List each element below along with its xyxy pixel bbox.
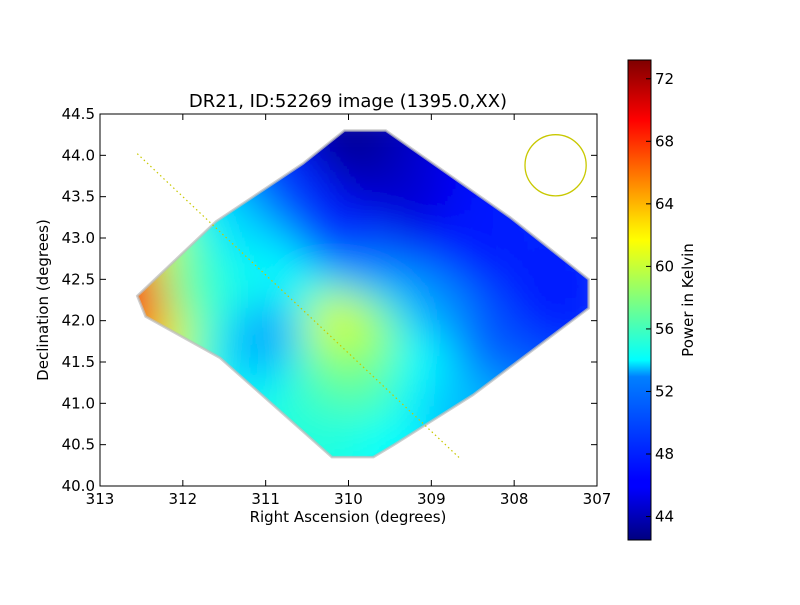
colorbar-tick-label: 72: [655, 70, 674, 88]
x-tick-label: 309: [417, 490, 446, 508]
x-tick-label: 312: [169, 490, 198, 508]
colorbar-tick-label: 44: [655, 508, 674, 526]
colorbar-ticks: 44 48 52 56 60 64 68 72: [646, 70, 674, 526]
colorbar-tick-label: 64: [655, 195, 674, 213]
y-tick-label: 40.0: [62, 477, 95, 495]
y-tick-label: 44.5: [62, 105, 95, 123]
x-axis-ticks: 313 312 311 310 309 308 307: [86, 114, 612, 508]
x-tick-label: 310: [334, 490, 363, 508]
y-tick-label: 41.5: [62, 353, 95, 371]
y-tick-label: 41.0: [62, 394, 95, 412]
colorbar-frame: [627, 59, 652, 541]
heatmap: [135, 129, 590, 460]
x-axis-label: Right Ascension (degrees): [250, 508, 447, 526]
colorbar-tick-label: 48: [655, 445, 674, 463]
footprint-outline: [135, 129, 590, 459]
y-tick-label: 44.0: [62, 146, 95, 164]
colorbar-tick-label: 60: [655, 257, 674, 275]
y-tick-label: 42.0: [62, 312, 95, 330]
colorbar-label: Power in Kelvin: [679, 243, 697, 357]
y-axis-ticks: 40.0 40.5 41.0 41.5 42.0 42.5 43.0 43.5 44.0 44.5: [62, 105, 597, 495]
colorbar-gradient: [628, 60, 651, 540]
y-tick-label: 42.5: [62, 270, 95, 288]
colorbar-tick-label: 68: [655, 132, 674, 150]
colorbar: 44 48 52 56 60 64 68 72 Power in Kelvin: [627, 59, 697, 541]
beam-circle: [524, 134, 587, 197]
y-axis-label: Declination (degrees): [34, 219, 52, 381]
x-tick-label: 313: [86, 490, 115, 508]
heatmap-field: [137, 130, 589, 458]
colorbar-tick-label: 56: [655, 320, 674, 338]
x-tick-label: 307: [583, 490, 612, 508]
y-tick-label: 43.5: [62, 188, 95, 206]
y-tick-label: 40.5: [62, 436, 95, 454]
y-tick-label: 43.0: [62, 229, 95, 247]
scan-line: [136, 153, 461, 460]
colorbar-tick-label: 52: [655, 382, 674, 400]
x-tick-label: 311: [251, 490, 280, 508]
x-tick-label: 308: [500, 490, 529, 508]
chart-title: DR21, ID:52269 image (1395.0,XX): [189, 91, 507, 112]
